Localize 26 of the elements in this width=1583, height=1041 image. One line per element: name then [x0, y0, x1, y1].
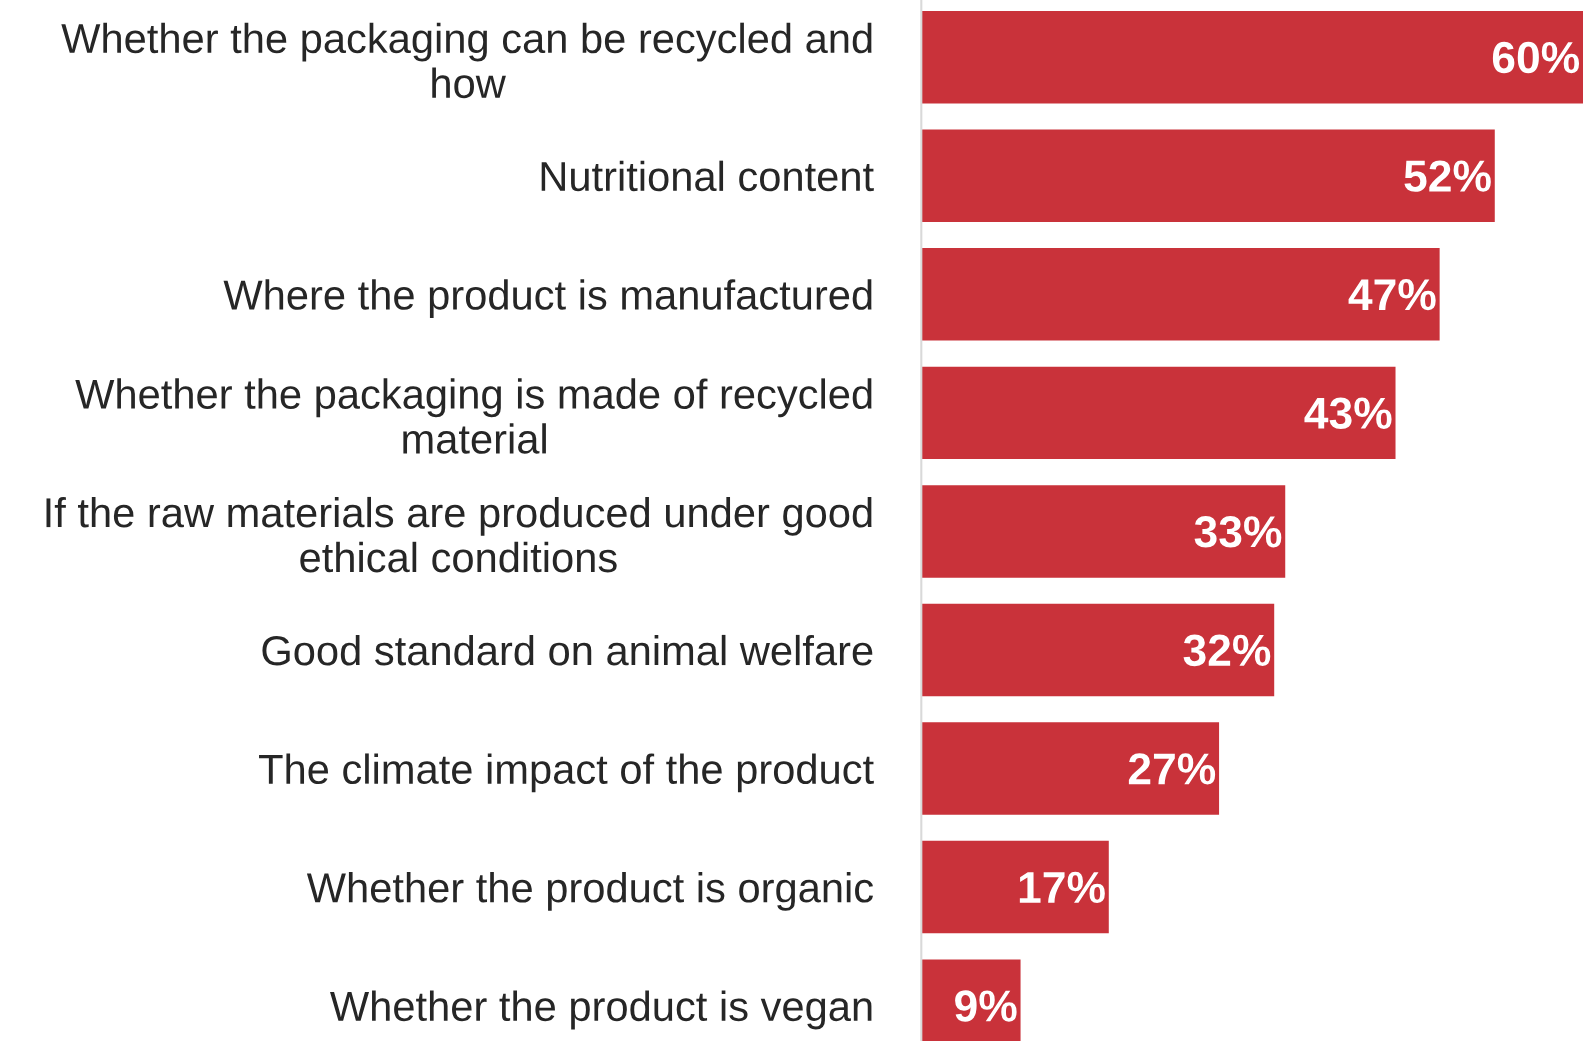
y-tick-label: Good standard on animal welfare [262, 634, 873, 666]
y-tick-label: Whether the packaging can be recycled and how [61, 22, 872, 99]
y-tick-label: Whether the product is organic [306, 872, 874, 911]
bar [921, 485, 1286, 578]
bar [921, 603, 1275, 697]
data-label: 33% [1194, 516, 1282, 548]
y-tick-label: Whether the packaging is made of recycled material [75, 378, 872, 454]
bar [921, 10, 1583, 104]
y-tick-label: If the raw materials are produced under good ethical conditions [46, 496, 872, 573]
data-label: 52% [1404, 160, 1491, 192]
data-label: 43% [1304, 397, 1392, 430]
y-tick-label: Nutritional content [541, 160, 874, 192]
bar [921, 840, 1109, 934]
y-tick-label: The climate impact of the product [259, 753, 874, 793]
data-label: 9% [955, 990, 1017, 1022]
y-tick-label: Where the product is manufactured [223, 279, 872, 319]
data-label: 27% [1128, 753, 1216, 785]
bar [921, 366, 1396, 460]
bar [921, 248, 1440, 341]
y-tick-label: Whether the product is vegan [330, 990, 872, 1030]
data-label: 47% [1348, 279, 1436, 311]
bar [921, 129, 1495, 222]
data-label: 60% [1492, 41, 1580, 74]
bar [921, 722, 1220, 815]
data-label: 32% [1183, 634, 1271, 667]
data-label: 17% [1019, 871, 1105, 904]
